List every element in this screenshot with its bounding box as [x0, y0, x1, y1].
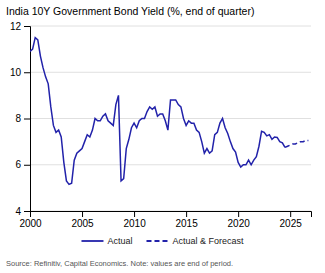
tick-label: 10 [10, 67, 22, 78]
tick-label: 6 [15, 159, 21, 170]
legend-item: Actual [81, 236, 132, 246]
tick-label: 2025 [280, 218, 303, 229]
legend-item: Actual & Forecast [146, 236, 244, 246]
tick-label: 2020 [228, 218, 251, 229]
grid-line [30, 26, 311, 27]
legend-swatch [146, 240, 168, 242]
axis-line [24, 27, 31, 212]
tick-mark [24, 211, 30, 212]
tick-label: 2010 [123, 218, 146, 229]
tick: 2025 [280, 211, 303, 229]
tick: 2020 [228, 211, 251, 229]
legend-swatch [81, 240, 103, 242]
tick: 6 [15, 159, 30, 170]
tick-mark [186, 211, 187, 217]
tick-label: 2000 [19, 218, 42, 229]
chart: India 10Y Government Bond Yield (%, end … [0, 0, 325, 273]
tick: 12 [10, 21, 30, 32]
tick-mark [24, 165, 30, 166]
lines [30, 38, 308, 185]
legend: Actual Actual & Forecast [81, 236, 244, 246]
tick-label: 4 [15, 206, 21, 217]
grid-line [30, 118, 311, 119]
tick-mark [238, 211, 239, 217]
legend-label: Actual [107, 236, 132, 246]
grid [30, 26, 311, 211]
tick: 2015 [175, 211, 198, 229]
tick-mark [24, 26, 30, 27]
source: Source: Refinitiv, Capital Economics. No… [6, 259, 233, 268]
tick-mark [82, 211, 83, 217]
tick-label: 8 [15, 113, 21, 124]
tick: 8 [15, 113, 30, 124]
tick-mark [24, 72, 30, 73]
tick: 2000 [19, 211, 42, 229]
tick-mark [134, 211, 135, 217]
tick: 2010 [123, 211, 146, 229]
grid-line [30, 72, 311, 73]
tick-label: 2015 [175, 218, 198, 229]
x-axis: 2000 2005 2010 2015 2020 2025 [19, 211, 311, 229]
plot-area: 2000 2005 2010 2015 2020 2025 4 6 8 10 12 [10, 21, 312, 229]
y-axis: 4 6 8 10 12 [10, 21, 31, 217]
series-line [285, 140, 308, 147]
legend-label: Actual & Forecast [172, 236, 244, 246]
grid-line [30, 164, 311, 165]
series-line [30, 38, 285, 185]
tick-mark [24, 119, 30, 120]
tick-label: 2005 [71, 218, 94, 229]
tick: 10 [10, 67, 30, 78]
title: India 10Y Government Bond Yield (%, end … [6, 5, 254, 17]
tick: 2005 [71, 211, 94, 229]
tick-mark [290, 211, 291, 217]
axis-line [31, 212, 312, 218]
tick: 4 [15, 206, 30, 217]
tick-label: 12 [10, 21, 22, 32]
